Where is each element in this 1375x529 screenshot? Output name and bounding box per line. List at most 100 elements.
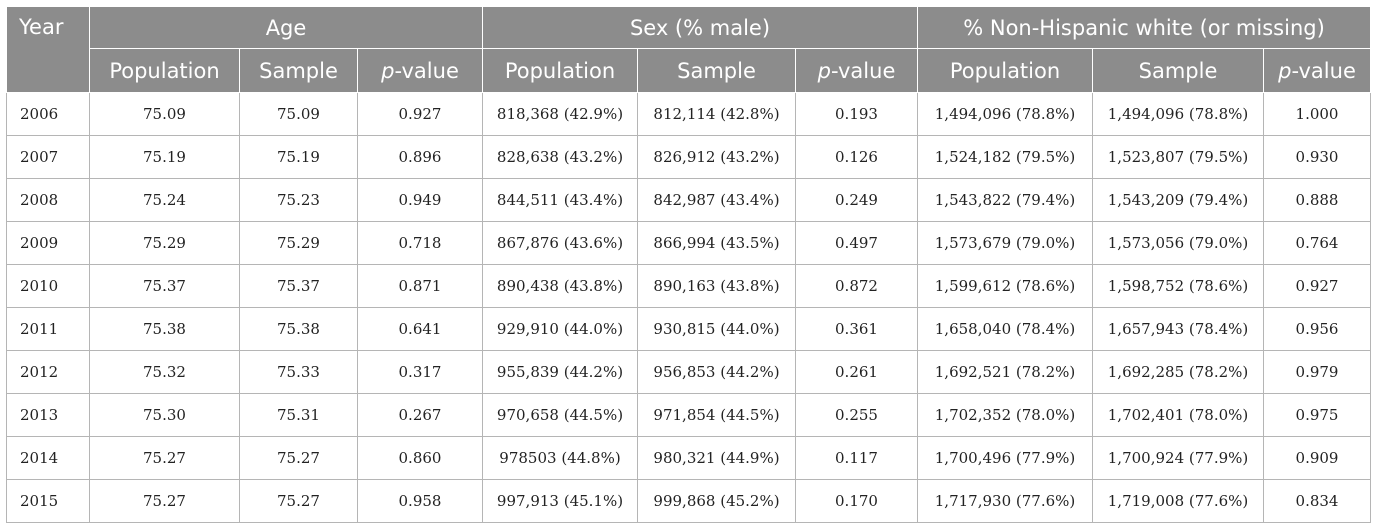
cell: 1,543,822 (79.4%) (917, 178, 1093, 222)
header-group-age: Age (89, 6, 483, 49)
cell: 75.31 (239, 393, 358, 437)
cell: 929,910 (44.0%) (482, 307, 638, 351)
cell: 1,702,401 (78.0%) (1092, 393, 1264, 437)
cell: 890,163 (43.8%) (637, 264, 796, 308)
cell: 75.23 (239, 178, 358, 222)
cell: 956,853 (44.2%) (637, 350, 796, 394)
cell-year: 2013 (6, 393, 90, 437)
p-italic: p (1278, 58, 1292, 83)
cell: 0.979 (1262, 350, 1372, 394)
cell: 1,700,496 (77.9%) (917, 436, 1093, 480)
cell: 75.19 (89, 135, 240, 179)
cell: 999,868 (45.2%) (637, 479, 796, 523)
header-row-columns: Population Sample p-value Population Sam… (7, 48, 1372, 93)
cell: 75.37 (89, 264, 240, 308)
table-row: 2010 75.37 75.37 0.871 890,438 (43.8%) 890,16… (6, 264, 1372, 308)
cell: 0.975 (1262, 393, 1372, 437)
cell-year: 2010 (6, 264, 90, 308)
cell: 1,658,040 (78.4%) (917, 307, 1093, 351)
cell: 0.956 (1262, 307, 1372, 351)
cell: 1,717,930 (77.6%) (917, 479, 1093, 523)
cell: 0.170 (795, 479, 918, 523)
cell: 0.927 (1262, 264, 1372, 308)
cell: 0.718 (357, 221, 483, 265)
p-rest: -value (830, 58, 896, 83)
p-italic: p (817, 58, 831, 83)
cell: 0.317 (357, 350, 483, 394)
cell: 1,523,807 (79.5%) (1092, 135, 1264, 179)
cell: 1,598,752 (78.6%) (1092, 264, 1264, 308)
header-age-sample: Sample (239, 48, 358, 93)
cell: 75.29 (89, 221, 240, 265)
table-row: 2013 75.30 75.31 0.267 970,658 (44.5%) 971,85… (6, 393, 1372, 437)
cell-year: 2014 (6, 436, 90, 480)
cell: 0.255 (795, 393, 918, 437)
cell: 75.09 (89, 92, 240, 136)
cell: 75.27 (239, 479, 358, 523)
cell: 867,876 (43.6%) (482, 221, 638, 265)
table-row: 2006 75.09 75.09 0.927 818,368 (42.9%) 812,11… (6, 92, 1372, 136)
cell: 0.909 (1262, 436, 1372, 480)
header-age-p-value: p-value (357, 48, 483, 93)
header-race-sample: Sample (1092, 48, 1264, 93)
cell: 812,114 (42.8%) (637, 92, 796, 136)
table-row: 2011 75.38 75.38 0.641 929,910 (44.0%) 930,81… (6, 307, 1372, 351)
cell: 0.927 (357, 92, 483, 136)
cell: 1,719,008 (77.6%) (1092, 479, 1264, 523)
cell: 828,638 (43.2%) (482, 135, 638, 179)
cell: 0.871 (357, 264, 483, 308)
table-row: 2014 75.27 75.27 0.860 978503 (44.8%) 980,321… (6, 436, 1372, 480)
table-row: 2012 75.32 75.33 0.317 955,839 (44.2%) 956,85… (6, 350, 1372, 394)
cell: 0.497 (795, 221, 918, 265)
cell: 844,511 (43.4%) (482, 178, 638, 222)
cell: 930,815 (44.0%) (637, 307, 796, 351)
cell: 970,658 (44.5%) (482, 393, 638, 437)
cell: 978503 (44.8%) (482, 436, 638, 480)
cell: 1,573,056 (79.0%) (1092, 221, 1264, 265)
cell: 997,913 (45.1%) (482, 479, 638, 523)
cell-year: 2007 (6, 135, 90, 179)
cell: 0.261 (795, 350, 918, 394)
cell: 1,573,679 (79.0%) (917, 221, 1093, 265)
cell: 955,839 (44.2%) (482, 350, 638, 394)
cell: 0.249 (795, 178, 918, 222)
table-row: 2009 75.29 75.29 0.718 867,876 (43.6%) 866,99… (6, 221, 1372, 265)
table-row: 2015 75.27 75.27 0.958 997,913 (45.1%) 999,86… (6, 479, 1372, 523)
cell: 971,854 (44.5%) (637, 393, 796, 437)
header-group-race: % Non-Hispanic white (or missing) (916, 6, 1372, 49)
header-sex-population: Population (482, 48, 638, 93)
cell: 0.641 (357, 307, 483, 351)
cell: 980,321 (44.9%) (637, 436, 796, 480)
cell: 75.29 (239, 221, 358, 265)
cell: 0.267 (357, 393, 483, 437)
header-year: Year (6, 6, 90, 93)
table-row: 2007 75.19 75.19 0.896 828,638 (43.2%) 826,91… (6, 135, 1372, 179)
cell: 0.872 (795, 264, 918, 308)
cell-year: 2012 (6, 350, 90, 394)
header-race-p-value: p-value (1262, 48, 1372, 93)
p-rest: -value (394, 58, 459, 83)
cell: 0.888 (1262, 178, 1372, 222)
cell: 0.193 (795, 92, 918, 136)
cell: 826,912 (43.2%) (637, 135, 796, 179)
data-table: Year Age Sex (% male) % Non-Hispanic whi… (6, 6, 1372, 523)
cell-year: 2011 (6, 307, 90, 351)
header-sex-sample: Sample (637, 48, 796, 93)
cell: 0.764 (1262, 221, 1372, 265)
p-rest: -value (1291, 58, 1356, 83)
cell: 75.30 (89, 393, 240, 437)
cell: 866,994 (43.5%) (637, 221, 796, 265)
cell: 75.19 (239, 135, 358, 179)
header-row-groups: Year Age Sex (% male) % Non-Hispanic whi… (6, 6, 1372, 93)
cell: 1,599,612 (78.6%) (917, 264, 1093, 308)
cell: 75.09 (239, 92, 358, 136)
cell-year: 2006 (6, 92, 90, 136)
cell: 1.000 (1262, 92, 1372, 136)
cell: 818,368 (42.9%) (482, 92, 638, 136)
table-row: 2008 75.24 75.23 0.949 844,511 (43.4%) 842,98… (6, 178, 1372, 222)
cell: 75.38 (239, 307, 358, 351)
cell: 1,524,182 (79.5%) (917, 135, 1093, 179)
header-race-population: Population (917, 48, 1093, 93)
cell: 0.126 (795, 135, 918, 179)
cell: 75.27 (89, 479, 240, 523)
